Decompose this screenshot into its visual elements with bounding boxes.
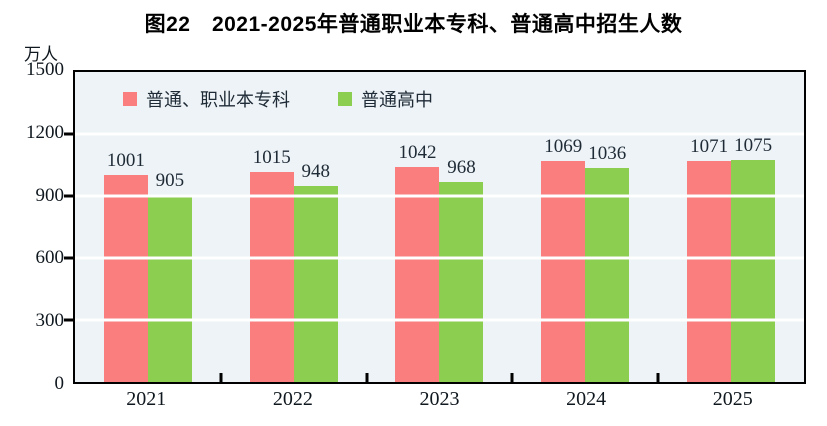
chart-title: 图22 2021-2025年普通职业本专科、普通高中招生人数: [144, 13, 683, 36]
bar-value-label: 1015: [252, 147, 291, 169]
y-axis-tick-label: 300: [35, 310, 65, 332]
x-axis-tick-label: 2025: [712, 388, 753, 410]
legend-swatch-icon: [123, 92, 137, 106]
bar-group: 1069 1036: [512, 72, 658, 382]
legend-item: 普通高中: [338, 86, 433, 112]
gridline: [75, 256, 804, 260]
x-axis-tick-label: 2024: [566, 388, 607, 410]
bar: [731, 159, 776, 382]
bar: [585, 167, 630, 382]
x-axis-tick-label: 2022: [272, 388, 313, 410]
bar-with-label: 1075: [731, 72, 776, 382]
x-axis-tick-label: 2023: [419, 388, 460, 410]
gridline: [75, 132, 804, 136]
bar-value-label: 905: [155, 169, 185, 191]
bar: [395, 166, 440, 382]
bar-group: 1042 968: [367, 72, 513, 382]
bar: [439, 181, 484, 382]
bar-value-label: 1069: [544, 136, 583, 158]
x-axis-tick-label: 2021: [126, 388, 167, 410]
bar-with-label: 1001: [103, 72, 148, 382]
bar-with-label: 1036: [585, 72, 630, 382]
bar-value-label: 1001: [106, 150, 145, 172]
bar-value-label: 1036: [588, 142, 627, 164]
legend-item: 普通、职业本专科: [123, 86, 290, 112]
y-axis-tick-label: 0: [54, 373, 65, 394]
y-axis-tick: [64, 256, 73, 260]
bar: [249, 172, 294, 382]
bar: [293, 186, 338, 382]
y-axis-unit-label: 万人: [24, 45, 58, 64]
y-axis-tick-labels: 0 300 600 900 1200 1500: [0, 59, 65, 394]
y-axis-tick: [64, 194, 73, 198]
x-axis-tick: [219, 373, 223, 382]
y-axis-tick-label: 900: [35, 184, 65, 206]
y-axis-tick-label: 1200: [26, 121, 64, 143]
bar-with-label: 948: [293, 72, 338, 382]
legend-label: 普通、职业本专科: [146, 90, 290, 110]
bar-value-label: 1042: [398, 141, 437, 163]
legend-swatch-icon: [338, 92, 352, 106]
bar-group: 1001 905: [75, 72, 221, 382]
bar-groups: 1001 905 1015 948 1042 968 1069 1036 1071 1075: [75, 72, 804, 382]
plot-area: 普通、职业本专科 普通高中 1001 905 1015 948 1042 968 1069 10…: [64, 70, 806, 384]
bar-value-label: 1075: [734, 134, 773, 156]
bar-group: 1015 948: [221, 72, 367, 382]
x-axis-tick-labels: 2021 2022 2023 2024 2025: [73, 388, 806, 414]
y-axis-tick: [64, 132, 73, 136]
bar-value-label: 948: [301, 161, 330, 183]
bar-with-label: 905: [147, 72, 192, 382]
x-axis-tick: [656, 373, 660, 382]
bar-with-label: 1071: [687, 72, 732, 382]
bar-with-label: 1042: [395, 72, 440, 382]
x-axis-tick: [510, 373, 514, 382]
y-axis-tick: [64, 318, 73, 322]
gridline: [75, 194, 804, 198]
y-axis-tick-label: 600: [35, 247, 65, 269]
bar: [147, 194, 192, 382]
bar-value-label: 968: [447, 156, 476, 178]
legend: 普通、职业本专科 普通高中: [123, 86, 433, 112]
legend-label: 普通高中: [361, 90, 433, 110]
bar: [541, 161, 586, 382]
bar-with-label: 1069: [541, 72, 586, 382]
bar-with-label: 1015: [249, 72, 294, 382]
bar: [687, 160, 732, 382]
bar-with-label: 968: [439, 72, 484, 382]
bar-group: 1071 1075: [658, 72, 804, 382]
gridline: [75, 318, 804, 322]
y-axis-tick-label: 1500: [26, 59, 64, 80]
bar: [103, 175, 148, 382]
x-axis-tick: [365, 373, 369, 382]
bar-value-label: 1071: [690, 135, 729, 157]
